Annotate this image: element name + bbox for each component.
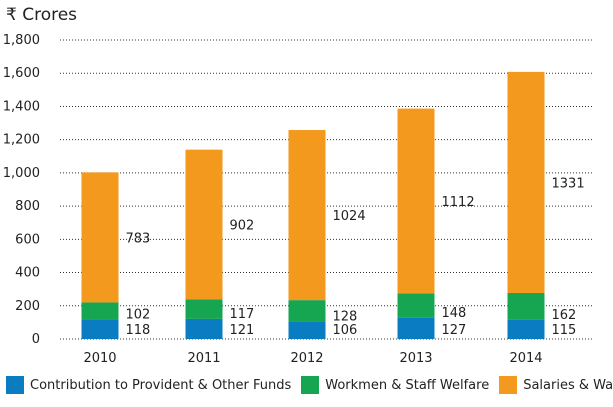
y-axis-ticks: 0 200 400 600 800 1,000 1,200 1,400 1,600 1,800: [3, 33, 40, 347]
data-label: 902: [230, 219, 255, 234]
bar-segment: [507, 319, 545, 339]
data-label: 783: [126, 231, 151, 246]
bar-segment: [81, 319, 119, 339]
bar-segment: [288, 321, 326, 339]
legend-swatch-staff-welfare: [301, 376, 320, 394]
legend-label-provident-funds: Contribution to Provident & Other Funds: [30, 377, 292, 393]
bar-segment: [507, 292, 545, 320]
unit-label: ₹ Crores: [6, 5, 77, 25]
x-tick-label: 2010: [83, 351, 116, 366]
legend: Contribution to Provident & Other Funds …: [6, 374, 613, 396]
data-label: 162: [552, 308, 577, 323]
x-tick-label: 2014: [509, 351, 542, 366]
bar-segment: [185, 299, 223, 319]
x-tick-label: 2011: [187, 351, 220, 366]
y-tick-label: 800: [15, 199, 40, 214]
bar-segment: [81, 172, 119, 303]
data-label: 127: [442, 323, 467, 338]
y-tick-label: 200: [15, 299, 40, 314]
x-tick-label: 2012: [290, 351, 323, 366]
data-label: 1331: [552, 176, 585, 191]
legend-label-salaries-wages: Salaries & Wages: [523, 377, 613, 393]
bar-segment: [397, 317, 435, 339]
bar-segment: [185, 149, 223, 300]
y-tick-label: 1,600: [3, 66, 40, 81]
x-tick-label: 2013: [399, 351, 432, 366]
y-tick-label: 400: [15, 266, 40, 281]
legend-item-staff-welfare: Workmen & Staff Welfare: [301, 376, 489, 394]
legend-item-provident-funds: Contribution to Provident & Other Funds: [6, 376, 291, 394]
data-label: 115: [552, 323, 577, 338]
x-axis-ticks: 2010 2011 2012 2013 2014: [83, 351, 542, 366]
data-label: 1024: [333, 209, 366, 224]
data-label: 128: [333, 309, 358, 324]
y-tick-label: 1,200: [3, 133, 40, 148]
bar-segment: [81, 302, 119, 320]
bar-segment: [397, 108, 435, 294]
bar-segment: [185, 318, 223, 339]
data-label: 1112: [442, 195, 475, 210]
data-label: 148: [442, 306, 467, 321]
bar-segment: [288, 300, 326, 322]
data-label: 117: [230, 307, 255, 322]
data-label: 106: [333, 323, 358, 338]
legend-swatch-provident-funds: [6, 376, 24, 394]
bar-segment: [507, 71, 545, 293]
legend-label-staff-welfare: Workmen & Staff Welfare: [325, 377, 490, 393]
data-label: 102: [126, 307, 151, 322]
legend-item-salaries-wages: Salaries & Wages: [499, 376, 613, 394]
y-tick-label: 0: [32, 332, 40, 347]
y-tick-label: 1,800: [3, 33, 40, 48]
data-label: 118: [126, 323, 151, 338]
bar-segment: [397, 293, 435, 318]
y-tick-label: 600: [15, 232, 40, 247]
legend-swatch-salaries-wages: [499, 376, 518, 394]
y-tick-label: 1,400: [3, 99, 40, 114]
y-tick-label: 1,000: [3, 166, 40, 181]
bar-segment: [288, 130, 326, 301]
data-label: 121: [230, 323, 255, 338]
